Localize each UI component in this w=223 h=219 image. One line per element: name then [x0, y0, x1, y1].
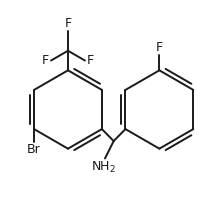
Text: F: F [87, 54, 94, 67]
Text: NH$_2$: NH$_2$ [91, 160, 116, 175]
Text: F: F [156, 41, 163, 54]
Text: F: F [64, 17, 72, 30]
Text: Br: Br [27, 143, 41, 156]
Text: F: F [42, 54, 49, 67]
